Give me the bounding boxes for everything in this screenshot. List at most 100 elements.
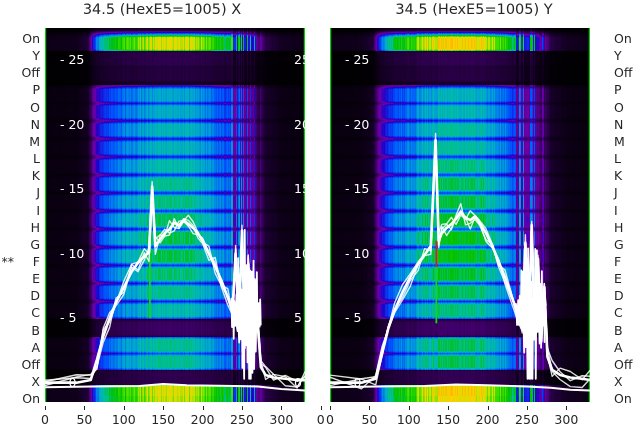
ytick-right-0: - 0 (345, 374, 362, 390)
category-tick-17: B (614, 322, 623, 338)
ytick-left-25: - 25 (60, 52, 85, 68)
category-tick-10: I (36, 202, 40, 218)
xtick-left-label-150: 150 (151, 412, 176, 427)
ytick-left-edge-5: 5 (294, 312, 302, 325)
category-tick-3: P (614, 82, 622, 98)
xtick-right-mark-0 (330, 406, 331, 410)
xtick-left-mark-300 (281, 406, 283, 410)
category-tick-6: M (614, 133, 625, 149)
category-tick-4: O (30, 99, 40, 115)
category-tick-2: Off (21, 65, 40, 81)
ytick-right-15: - 15 (345, 181, 370, 197)
xtick-right-label-200: 200 (475, 412, 500, 427)
xtick-right-label-100: 100 (396, 412, 421, 427)
xtick-left-mark-150 (163, 406, 165, 410)
panel-y: 34.5 (HexE5=1005) Y (320, 0, 640, 440)
ytick-left-0: - 0 (60, 374, 77, 390)
ytick-right-10: - 10 (345, 245, 370, 261)
axis-marker-asterisks: ** (1, 253, 15, 269)
category-tick-1: Y (614, 48, 622, 64)
category-tick-5: N (614, 116, 624, 132)
category-tick-12: G (614, 236, 624, 252)
category-tick-21: On (22, 391, 40, 407)
ytick-left-edge-15: 15 (294, 183, 308, 196)
xtick-right-label-300: 300 (554, 412, 579, 427)
category-tick-16: C (614, 305, 623, 321)
panel-x-title: 34.5 (HexE5=1005) X (82, 2, 242, 18)
ytick-left-5: - 5 (60, 310, 77, 326)
ytick-right-20: - 20 (345, 116, 370, 132)
category-tick-19: Off (614, 356, 633, 372)
category-tick-14: E (614, 271, 622, 287)
xtick-left-mark-0 (45, 406, 46, 410)
category-tick-2: Off (614, 65, 633, 81)
xtick-left-mark-250 (241, 406, 243, 410)
category-tick-1: Y (32, 48, 40, 64)
xtick-left-label-200: 200 (190, 412, 215, 427)
category-tick-0: On (614, 31, 632, 46)
category-tick-13: F (614, 253, 622, 269)
category-tick-10: I (614, 202, 618, 218)
category-tick-17: B (31, 322, 40, 338)
category-tick-14: E (32, 271, 40, 287)
category-tick-3: P (32, 82, 40, 98)
category-tick-7: L (614, 151, 621, 167)
xtick-left-mark-100 (123, 406, 125, 410)
category-tick-20: X (31, 374, 40, 389)
heatmap-x (45, 28, 305, 402)
ytick-right-5: - 5 (345, 310, 362, 326)
ytick-left-edge-10: 10 (294, 247, 308, 261)
category-tick-8: K (31, 168, 40, 184)
xtick-right-label-50: 50 (361, 412, 378, 427)
ytick-left-20: - 20 (60, 116, 85, 132)
xtick-left-mark-200 (202, 406, 204, 410)
category-tick-20: X (614, 374, 623, 389)
xtick-right-label-0: 0 (326, 412, 334, 427)
category-tick-19: Off (21, 356, 40, 372)
xtick-right-label-250: 250 (515, 412, 539, 427)
xtick-right-label-150: 150 (436, 412, 461, 427)
xtick-right-mark-250 (526, 406, 528, 410)
category-tick-15: D (30, 288, 40, 304)
ytick-left-10: - 10 (60, 245, 85, 261)
category-tick-5: N (30, 116, 40, 132)
category-tick-21: On (614, 391, 632, 407)
category-tick-18: A (614, 339, 623, 355)
category-tick-11: H (614, 219, 624, 235)
ytick-right-25: - 25 (345, 52, 370, 68)
ytick-left-edge-20: 20 (294, 118, 308, 132)
xtick-left-label-50: 50 (76, 412, 93, 427)
category-tick-8: K (614, 168, 623, 184)
xtick-right-mark-50 (369, 406, 371, 410)
category-axis-right: On Y Off P O N M L K J I H G F E D C B A Off X On (612, 0, 640, 440)
xtick-left-label-wrap: 0 (316, 412, 325, 427)
xtick-left-label-250: 250 (230, 412, 254, 427)
category-tick-13: F (32, 253, 40, 269)
x-axis-left-panel: 0 50 100 150 200 250 300 0 (0, 406, 325, 440)
category-tick-0: On (22, 31, 40, 46)
category-tick-18: A (31, 339, 40, 355)
ytick-left-15: - 15 (60, 181, 85, 197)
category-axis-left: On Y Off P O N M L K J I H G F E D C B A Off X On ** (0, 0, 44, 440)
category-tick-4: O (614, 99, 624, 115)
category-tick-9: J (36, 185, 40, 201)
xtick-left-mark-50 (84, 406, 86, 410)
category-tick-9: J (614, 185, 618, 201)
category-tick-16: C (31, 305, 40, 321)
category-tick-7: L (33, 151, 40, 167)
xtick-right-mark-300 (566, 406, 568, 410)
xtick-right-mark-150 (448, 406, 450, 410)
xtick-left-label-300: 300 (269, 412, 294, 427)
heatmap-y (330, 28, 590, 402)
xtick-left-mark-wrap (320, 406, 322, 410)
category-tick-6: M (29, 133, 40, 149)
xtick-right-mark-100 (408, 406, 410, 410)
xtick-left-label-100: 100 (111, 412, 136, 427)
xtick-right-mark-200 (487, 406, 489, 410)
ytick-left-edge-25: 25 (294, 54, 308, 67)
category-tick-11: H (30, 219, 40, 235)
panel-y-title: 34.5 (HexE5=1005) Y (395, 2, 553, 18)
category-tick-12: G (30, 236, 40, 252)
x-axis-right-panel: 0 50 100 150 200 250 300 (320, 406, 640, 440)
